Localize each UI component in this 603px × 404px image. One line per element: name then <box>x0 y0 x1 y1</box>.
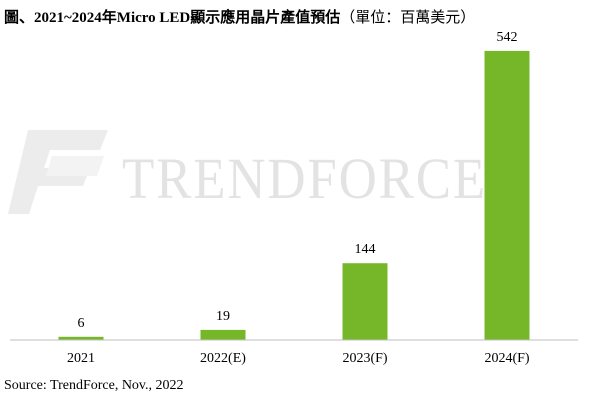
source-note: Source: TrendForce, Nov., 2022 <box>4 378 184 393</box>
tick-label-2022(E): 2022(E) <box>200 351 246 366</box>
data-label-2021: 6 <box>78 316 85 331</box>
trendforce-logo-icon <box>8 130 108 214</box>
bars <box>58 50 530 341</box>
tick-label-2021: 2021 <box>67 351 95 366</box>
x-axis-tick-labels: 2021 2022(E) 2023(F) 2024(F) <box>67 351 530 366</box>
tick-label-2023(F): 2023(F) <box>342 351 387 366</box>
chart-title: 圖、2021~2024年Micro LED顯示應用晶片產值預估（單位：百萬美元） <box>4 6 475 27</box>
chart-title-main: 圖、2021~2024年Micro LED顯示應用晶片產值預估 <box>4 10 341 26</box>
data-label-2022(E): 19 <box>216 309 230 324</box>
chart-title-unit: （單位：百萬美元） <box>340 10 476 26</box>
data-label-2023(F): 144 <box>355 242 376 257</box>
bar-2023(F) <box>342 263 388 340</box>
bar-2022(E) <box>200 329 246 340</box>
watermark-text: TRENDFORCE <box>122 146 487 211</box>
bar-2024(F) <box>484 50 530 341</box>
data-labels: 6 19 144 542 <box>78 30 518 331</box>
tick-label-2024(F): 2024(F) <box>484 351 529 366</box>
trendforce-watermark: TRENDFORCE <box>8 130 487 214</box>
bar-2021 <box>58 336 104 340</box>
data-label-2024(F): 542 <box>497 30 518 45</box>
